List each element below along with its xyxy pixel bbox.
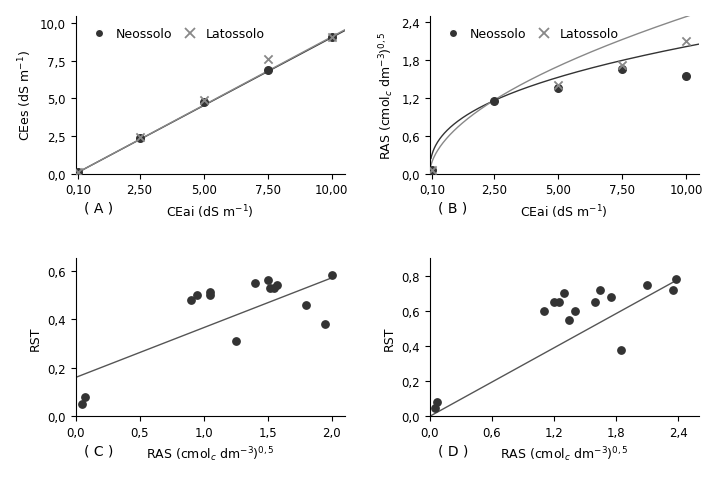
Point xyxy=(264,284,276,292)
Point xyxy=(134,135,145,143)
Y-axis label: CEes (dS m$^{-1}$): CEes (dS m$^{-1}$) xyxy=(17,50,35,141)
Point xyxy=(262,56,274,64)
Point xyxy=(269,284,280,292)
Point xyxy=(262,277,274,285)
Text: ( A ): ( A ) xyxy=(84,201,113,215)
Point xyxy=(271,282,282,289)
Point xyxy=(552,85,564,93)
Point xyxy=(204,291,216,299)
Point xyxy=(72,169,84,177)
X-axis label: RAS (cmol$_c$ dm$^{-3}$)$^{0,5}$: RAS (cmol$_c$ dm$^{-3}$)$^{0,5}$ xyxy=(145,444,274,463)
Point xyxy=(230,337,241,345)
Point xyxy=(616,62,628,70)
Point xyxy=(564,316,575,324)
Point xyxy=(192,291,203,299)
Text: ( C ): ( C ) xyxy=(84,444,113,457)
Point xyxy=(134,133,145,141)
Point xyxy=(426,167,438,175)
Point xyxy=(548,299,559,307)
Point xyxy=(72,169,84,177)
Text: ( B ): ( B ) xyxy=(438,201,467,215)
Y-axis label: RAS (cmol$_c$ dm$^{-3}$)$^{0,5}$: RAS (cmol$_c$ dm$^{-3}$)$^{0,5}$ xyxy=(377,31,396,160)
Y-axis label: RST: RST xyxy=(29,325,42,350)
X-axis label: RAS (cmol$_c$ dm$^{-3}$)$^{0,5}$: RAS (cmol$_c$ dm$^{-3}$)$^{0,5}$ xyxy=(500,444,629,463)
Point xyxy=(553,299,564,307)
Point xyxy=(326,35,338,42)
Point xyxy=(488,98,500,106)
Point xyxy=(262,67,274,74)
Point xyxy=(642,281,653,289)
Point xyxy=(76,400,88,408)
Point xyxy=(431,398,443,406)
Point xyxy=(667,287,679,294)
Point xyxy=(249,279,261,287)
Point xyxy=(616,66,628,74)
Point xyxy=(426,167,438,175)
Legend: Neossolo, Latossolo: Neossolo, Latossolo xyxy=(436,23,624,46)
Point xyxy=(616,346,627,354)
Point xyxy=(185,296,197,304)
X-axis label: CEai (dS m$^{-1}$): CEai (dS m$^{-1}$) xyxy=(521,203,608,220)
Point xyxy=(204,289,216,297)
Point xyxy=(595,287,606,294)
Point xyxy=(429,404,441,411)
Point xyxy=(569,308,580,315)
Point xyxy=(326,34,338,41)
Point xyxy=(680,38,692,46)
Point xyxy=(198,97,210,105)
X-axis label: CEai (dS m$^{-1}$): CEai (dS m$^{-1}$) xyxy=(166,203,254,220)
Point xyxy=(559,290,570,298)
Point xyxy=(326,272,338,280)
Point xyxy=(538,308,549,315)
Point xyxy=(78,393,90,401)
Point xyxy=(670,276,682,284)
Point xyxy=(590,299,601,307)
Point xyxy=(320,321,331,328)
Legend: Neossolo, Latossolo: Neossolo, Latossolo xyxy=(82,23,270,46)
Point xyxy=(680,72,692,80)
Point xyxy=(300,301,312,309)
Point xyxy=(605,294,616,301)
Y-axis label: RST: RST xyxy=(383,325,396,350)
Text: ( D ): ( D ) xyxy=(438,444,468,457)
Point xyxy=(198,99,210,107)
Point xyxy=(552,82,564,90)
